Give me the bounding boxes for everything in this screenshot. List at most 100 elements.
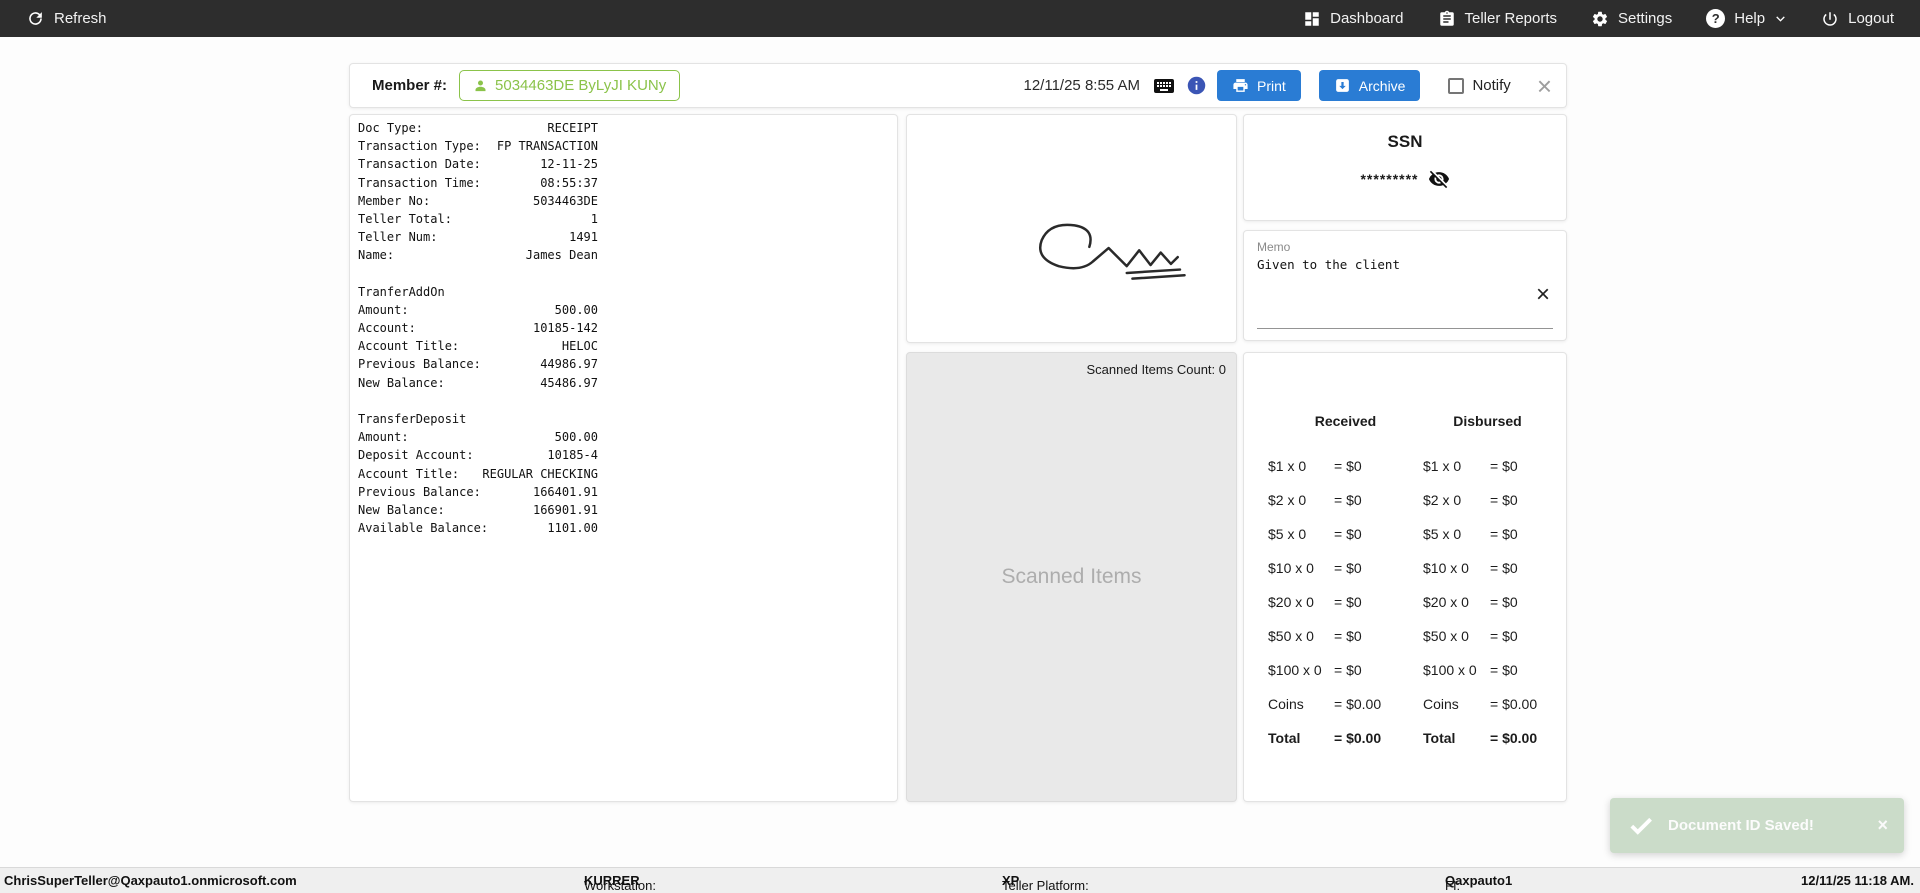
receipt-line-label: Account: (358, 321, 416, 336)
disbursed-column-header: Disbursed (1453, 413, 1522, 429)
ssn-panel: SSN ********* (1243, 114, 1567, 221)
close-document-icon[interactable]: × (1536, 70, 1552, 101)
receipt-line-label: Previous Balance: (358, 357, 481, 372)
memo-panel: Memo Given to the client × (1243, 230, 1567, 341)
toast-close-icon[interactable]: × (1877, 815, 1888, 835)
member-badge[interactable]: 5034463DE ByLyJI KUNy (459, 70, 681, 101)
receipt-line: Deposit Account: 10185-4 (358, 448, 598, 466)
receipt-line: Member No: 5034463DE (358, 194, 598, 212)
nav-item-settings[interactable]: Settings (1591, 10, 1672, 28)
receipt-line-label: Deposit Account: (358, 448, 474, 463)
receipt-line-label: Member No: (358, 193, 431, 208)
memo-clear-icon[interactable]: × (1535, 281, 1550, 308)
notify-checkbox[interactable] (1448, 77, 1465, 94)
notify-checkbox-group[interactable]: Notify (1448, 77, 1511, 94)
receipt-text: Doc Type: RECEIPT Transaction Type: FP T… (358, 121, 598, 539)
memo-text: Given to the client (1257, 257, 1400, 272)
disbursed-denomination: $1 x 0 (1423, 458, 1462, 474)
memo-input-line[interactable] (1257, 315, 1553, 329)
keyboard-icon[interactable] (1152, 74, 1176, 98)
receipt-line: TranferAddOn (358, 285, 598, 303)
archive-label: Archive (1358, 77, 1406, 94)
cash-count-grid: Received Disbursed $1 x 0 = $0 $1 x 0 = … (1244, 353, 1566, 749)
status-bar: ChrisSuperTeller@Qaxpauto1.onmicrosoft.c… (0, 867, 1920, 893)
receipt-line-value: 45486.97 (540, 375, 598, 390)
status-datetime: 12/11/25 11:18 AM. (1801, 873, 1914, 888)
platform-value: XP (1002, 873, 1020, 888)
received-amount: = $0 (1334, 458, 1362, 474)
received-denomination: $2 x 0 (1268, 492, 1307, 508)
disbursed-denomination: $10 x 0 (1423, 560, 1469, 576)
receipt-line-value: FP TRANSACTION (496, 139, 598, 154)
disbursed-denomination: $5 x 0 (1423, 526, 1462, 542)
receipt-line (358, 394, 598, 412)
disbursed-amount: = $0 (1490, 628, 1518, 644)
nav-item-help[interactable]: ? Help (1706, 9, 1787, 28)
receipt-line-value: HELOC (561, 339, 598, 354)
disbursed-denomination: $2 x 0 (1423, 492, 1462, 508)
disbursed-amount: = $0 (1490, 458, 1518, 474)
disbursed-amount: = $0.00 (1490, 730, 1538, 746)
receipt-line-label: Name: (358, 248, 395, 263)
received-denomination: $5 x 0 (1268, 526, 1307, 542)
receipt-line: New Balance: 45486.97 (358, 376, 598, 394)
status-teller-platform: Teller Platform: XP (1002, 873, 1089, 893)
receipt-line-label: New Balance: (358, 375, 445, 390)
notify-label: Notify (1472, 77, 1511, 94)
received-denomination: $20 x 0 (1268, 594, 1314, 610)
fi-value: Qaxpauto1 (1445, 873, 1513, 888)
receipt-line: Transaction Type: FP TRANSACTION (358, 139, 598, 157)
receipt-line: Previous Balance: 44986.97 (358, 357, 598, 375)
nav-item-label: Logout (1848, 10, 1894, 27)
memo-label: Memo (1257, 240, 1291, 254)
receipt-line-label: Teller Num: (358, 230, 438, 245)
eye-slash-icon[interactable] (1428, 168, 1450, 190)
refresh-label: Refresh (54, 10, 107, 27)
archive-button[interactable]: Archive (1318, 70, 1421, 101)
disbursed-denomination: $50 x 0 (1423, 628, 1469, 644)
receipt-line-value: 08:55:37 (540, 175, 598, 190)
refresh-button[interactable]: Refresh (26, 9, 107, 28)
disbursed-amount: = $0 (1490, 594, 1518, 610)
receipt-line: Amount: 500.00 (358, 430, 598, 448)
top-nav-bar: Refresh Dashboard Teller Reports Sett (0, 0, 1920, 37)
receipt-line-value: James Dean (525, 248, 598, 263)
receipt-line-value: 166401.91 (532, 484, 598, 499)
info-icon[interactable] (1186, 75, 1207, 96)
status-fi: FI: Qaxpauto1 (1445, 873, 1513, 893)
ssn-masked-value: ********* (1360, 171, 1419, 187)
person-icon (473, 78, 488, 93)
receipt-line: Doc Type: RECEIPT (358, 121, 598, 139)
nav-item-label: Help (1734, 10, 1766, 27)
platform-label: Teller Platform: (1002, 878, 1089, 893)
receipt-line: New Balance: 166901.91 (358, 503, 598, 521)
receipt-line-value: 12-11-25 (540, 157, 598, 172)
receipt-line-value: 500.00 (554, 430, 598, 445)
nav-item-teller-reports[interactable]: Teller Reports (1438, 10, 1558, 28)
settings-icon (1591, 10, 1609, 28)
print-button[interactable]: Print (1216, 70, 1301, 101)
receipt-line-value: RECEIPT (547, 121, 598, 135)
receipt-line-label: New Balance: (358, 502, 445, 517)
toast-notification: Document ID Saved! × (1610, 798, 1904, 853)
receipt-line: Transaction Date: 12-11-25 (358, 157, 598, 175)
receipt-line-value: 1101.00 (547, 521, 598, 536)
nav-item-dashboard[interactable]: Dashboard (1303, 10, 1404, 28)
chevron-down-icon (1774, 12, 1787, 25)
receipt-line-value: 10185-142 (532, 321, 598, 336)
receipt-line-value: 44986.97 (540, 357, 598, 372)
received-amount: = $0 (1334, 662, 1362, 678)
receipt-line: Account Title: HELOC (358, 339, 598, 357)
nav-item-logout[interactable]: Logout (1821, 10, 1894, 28)
receipt-line-label: Transaction Time: (358, 175, 481, 190)
receipt-line: Amount: 500.00 (358, 303, 598, 321)
receipt-line-label: Available Balance: (358, 521, 489, 536)
scanned-items-count: Scanned Items Count: 0 (1086, 362, 1226, 377)
status-workstation: Workstation: KURRER (584, 873, 656, 893)
received-amount: = $0 (1334, 560, 1362, 576)
disbursed-denomination: $100 x 0 (1423, 662, 1477, 678)
nav-item-label: Teller Reports (1464, 10, 1558, 27)
disbursed-amount: = $0.00 (1490, 696, 1538, 712)
workstation-label: Workstation: (584, 878, 657, 893)
